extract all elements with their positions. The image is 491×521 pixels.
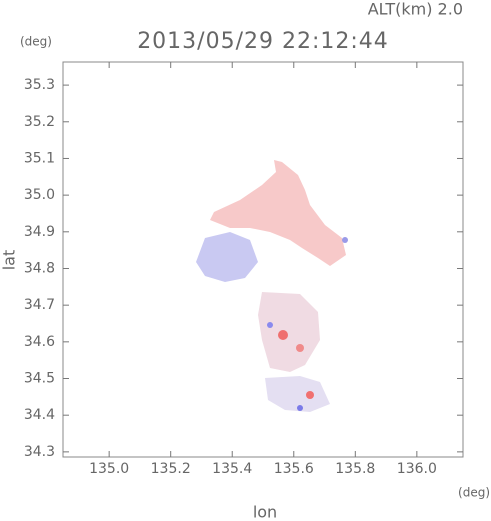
x-tick-label: 135.2 <box>151 461 191 477</box>
altitude-label: ALT(km) 2.0 <box>368 0 463 19</box>
y-tick-label: 34.8 <box>24 260 55 276</box>
y-tick-label: 34.6 <box>24 334 55 350</box>
y-unit: (deg) <box>20 35 52 49</box>
y-tick-label: 34.3 <box>24 444 55 460</box>
x-axis-label: lon <box>253 503 277 521</box>
echo-area <box>258 292 320 372</box>
echo-cell <box>267 322 273 328</box>
x-tick-label: 135.0 <box>89 461 129 477</box>
y-tick-label: 35.1 <box>24 150 55 166</box>
plot-frame <box>62 61 464 458</box>
x-tick-label: 135.8 <box>335 461 375 477</box>
echo-area <box>210 160 346 266</box>
y-tick-label: 34.9 <box>24 224 55 240</box>
echo-cell <box>278 330 288 340</box>
x-tick-label: 135.4 <box>212 461 252 477</box>
echo-cell <box>296 344 304 352</box>
x-unit: (deg) <box>458 486 490 500</box>
echo-cell <box>297 405 303 411</box>
x-tick-label: 136.0 <box>397 461 437 477</box>
y-tick-label: 34.4 <box>24 407 55 423</box>
radar-echo <box>196 160 348 412</box>
echo-cell <box>342 237 348 243</box>
y-tick-label: 35.2 <box>24 114 55 130</box>
y-tick-label: 34.7 <box>24 297 55 313</box>
y-tick-label: 35.0 <box>24 187 55 203</box>
echo-cell <box>306 391 314 399</box>
chart-title: 2013/05/29 22:12:44 <box>137 29 389 54</box>
y-tick-label: 34.5 <box>24 371 55 387</box>
echo-area <box>196 232 258 282</box>
y-tick-label: 35.3 <box>24 77 55 93</box>
y-axis-label: lat <box>0 250 19 271</box>
x-tick-label: 135.6 <box>274 461 314 477</box>
echo-area <box>265 376 330 412</box>
